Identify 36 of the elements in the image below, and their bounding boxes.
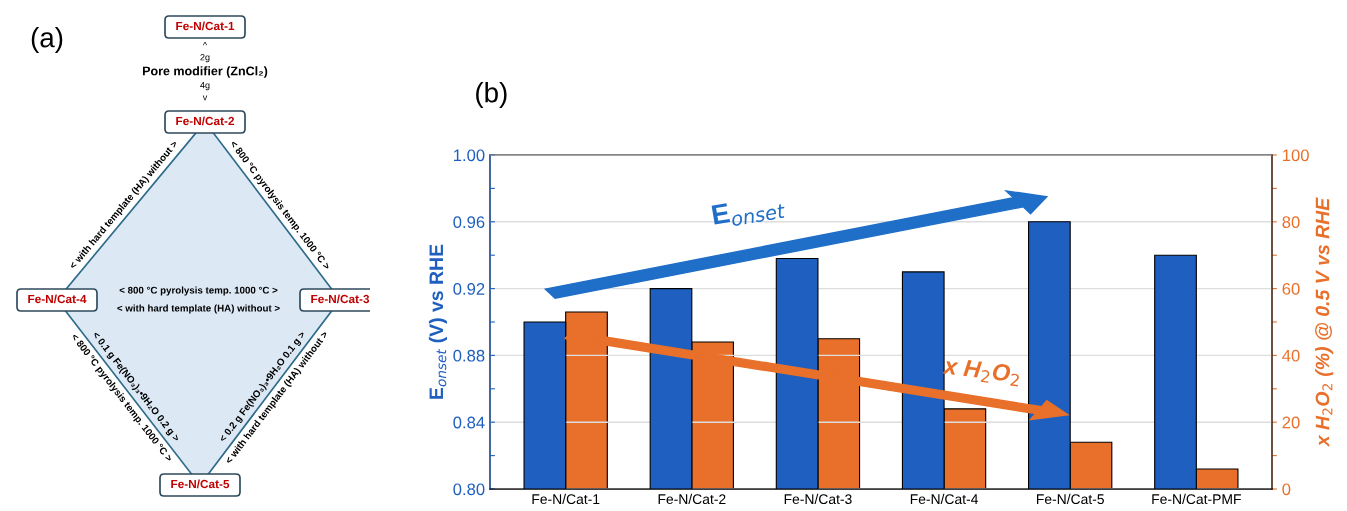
y-tick-label: 1.00 [453,149,485,162]
x-tick-label: Fe-N/Cat-1 [532,493,600,505]
text: 2g [200,54,210,63]
x-tick-label: Fe-N/Cat-4 [910,493,978,505]
category-label: Fe-N/Cat-3 [311,294,370,304]
y2-tick-label: 40 [1282,349,1300,362]
text: v [202,95,208,101]
y2-axis-title: x H$_{2}$O$_{2}$ (%) @ 0.5 V vs RHE [1315,197,1334,448]
y-tick-label: 0.92 [453,283,485,295]
x-tick-label: Fe-N/Cat-3 [784,493,852,505]
y2-tick-label: 60 [1282,283,1300,295]
y2-tick-label: 20 [1282,416,1300,429]
y-tick-label: 0.96 [453,216,485,228]
y2-tick-label: 0 [1282,483,1291,496]
text: ^ [202,42,208,46]
category-label: Fe-N/Cat-1 [176,21,235,31]
y-tick-label: 0.84 [453,416,485,429]
y2-tick-label: 80 [1282,216,1300,228]
category-label: Fe-N/Cat-5 [171,479,230,489]
y-tick-label: 0.80 [453,483,485,496]
x-tick-label: Fe-N/Cat-PMF [1152,493,1241,505]
text: < 800 °C pyrolysis temp. 1000 °C > [119,286,278,296]
text: 4g [200,82,210,91]
text: Pore modifier (ZnCl₂) [142,66,268,78]
category-label: Fe-N/Cat-2 [176,116,235,126]
text: < with hard template (HA) without > [117,304,280,314]
x-tick-label: Fe-N/Cat-2 [658,493,726,505]
category-label: Fe-N/Cat-4 [28,294,87,304]
y2-tick-label: 100 [1282,149,1309,162]
x-tick-label: Fe-N/Cat-5 [1036,493,1104,505]
text: (a) [31,27,63,53]
annotation: E$_{onset}$ [711,193,787,230]
chart-title: (b) [476,82,507,108]
annotation: x H$_{2}$O$_{2}$ [941,356,1021,387]
y-tick-label: 0.88 [453,349,485,362]
y-axis-title: E$_{onset}$ (V) vs RHE [428,244,447,399]
